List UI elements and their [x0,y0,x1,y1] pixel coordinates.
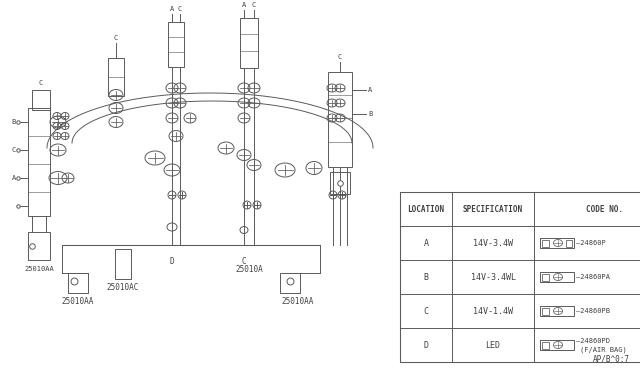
Text: C: C [39,80,43,86]
Text: C: C [178,6,182,12]
Text: AP/B^0:7: AP/B^0:7 [593,354,630,363]
Bar [400,192,640,362]
Text: A: A [424,238,429,247]
Bar [542,273,549,280]
Bar [328,72,352,167]
Text: —24860P: —24860P [576,240,605,246]
Bar [168,22,184,67]
Bar [68,273,88,293]
Bar [32,90,50,110]
Text: A: A [368,87,372,93]
Bar [540,306,574,316]
Text: 25010AC: 25010AC [107,283,139,292]
Text: LED: LED [486,340,500,350]
Text: CODE NO.: CODE NO. [586,205,623,214]
Text: 14V-3.4WL: 14V-3.4WL [470,273,515,282]
Text: SPECIFICATION: SPECIFICATION [463,205,523,214]
Text: —24860PA: —24860PA [576,274,610,280]
Text: 25010A: 25010A [235,265,263,274]
Text: D: D [170,257,174,266]
Bar [542,341,549,349]
Bar [540,238,574,248]
Text: LOCATION: LOCATION [408,205,445,214]
Text: 25010AA: 25010AA [62,297,94,306]
Bar [115,249,131,279]
Text: C: C [252,2,256,8]
Text: C: C [338,54,342,60]
Bar [330,172,350,194]
Bar [240,18,258,68]
Text: B: B [12,119,16,125]
Text: B: B [368,111,372,117]
Text: (F/AIR BAG): (F/AIR BAG) [580,347,627,353]
Bar [542,308,549,314]
Bar [28,108,50,216]
Text: 25010AA: 25010AA [282,297,314,306]
Text: —24860PB: —24860PB [576,308,610,314]
Text: B: B [424,273,429,282]
Text: A: A [170,6,174,12]
Bar [540,272,574,282]
Text: 25010AA: 25010AA [160,0,192,2]
Text: 25010AA: 25010AA [24,266,54,272]
Text: C: C [242,257,246,266]
Bar [540,340,574,350]
Text: C: C [424,307,429,315]
Text: —24860PD: —24860PD [576,338,610,344]
Text: D: D [424,340,429,350]
Bar [28,232,50,260]
Text: A: A [242,2,246,8]
Bar [108,58,124,96]
Bar [542,240,549,247]
Text: C: C [114,35,118,41]
Text: 14V-1.4W: 14V-1.4W [473,307,513,315]
Bar [566,240,572,247]
Bar [280,273,300,293]
Text: A: A [12,175,16,181]
Text: 14V-3.4W: 14V-3.4W [473,238,513,247]
Text: C: C [12,147,16,153]
